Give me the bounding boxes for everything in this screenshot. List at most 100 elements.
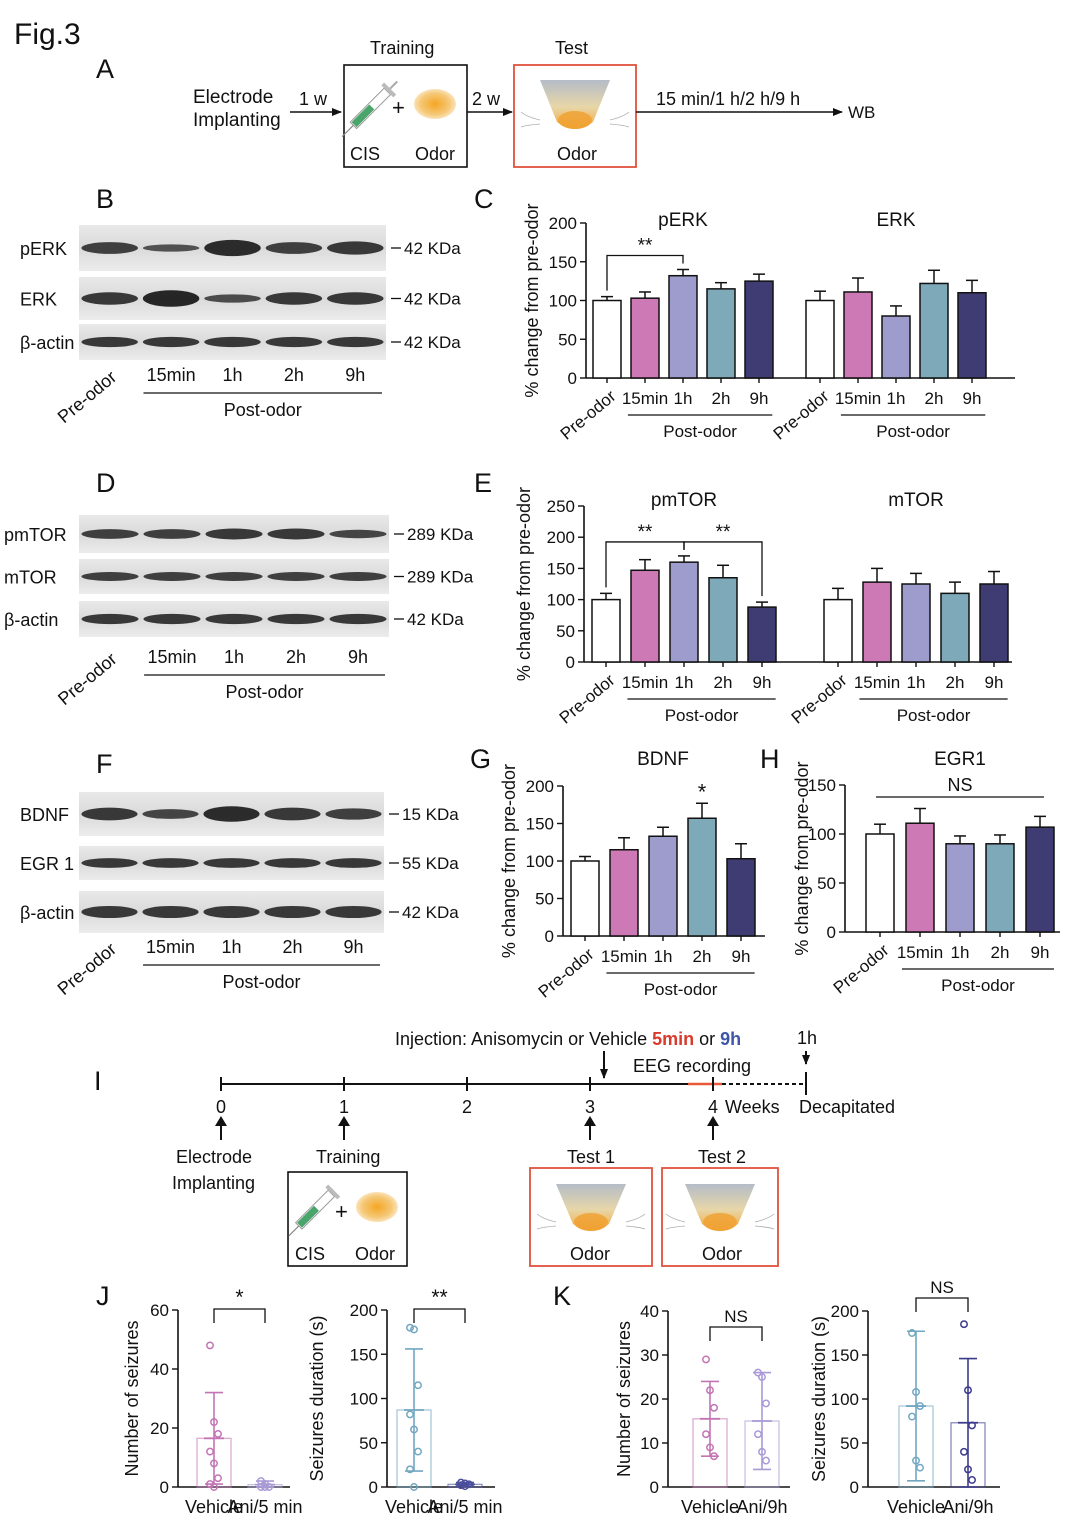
- y-tick-label: 10: [640, 1434, 659, 1453]
- i-test2-label: Test 2: [698, 1147, 746, 1167]
- significance-star: *: [698, 779, 707, 804]
- data-point: [410, 1425, 418, 1434]
- x-tick-label-pre: Pre-odor: [770, 386, 833, 443]
- y-tick-label: 50: [840, 1434, 859, 1453]
- x-tick-label: 2h: [714, 673, 733, 692]
- y-axis-label: % change from pre-odor: [514, 487, 534, 681]
- y-axis-label: Seizures duration (s): [809, 1316, 829, 1482]
- blot-band: [265, 292, 323, 305]
- data-point: [210, 1459, 218, 1468]
- y-tick-label: 100: [808, 825, 836, 844]
- bar: [648, 835, 678, 937]
- y-tick-label: 100: [831, 1390, 859, 1409]
- data-point: [210, 1418, 218, 1427]
- blot-row-label: mTOR: [4, 568, 57, 588]
- panel-a: A Electrode Implanting 1 w Training + CI…: [96, 38, 875, 168]
- bar: [669, 561, 699, 663]
- lane-label: 9h: [348, 647, 368, 667]
- bar: [708, 577, 738, 663]
- blot-band: [204, 336, 261, 348]
- data-point: [406, 1410, 414, 1419]
- bar: [630, 569, 660, 663]
- injection-5min: 5min: [652, 1029, 694, 1049]
- blot-band: [205, 613, 263, 625]
- bar: [823, 598, 853, 663]
- significance-bracket: [915, 1297, 969, 1312]
- lane-label: 1h: [222, 365, 242, 385]
- post-odor-label: Post-odor: [665, 706, 739, 725]
- x-tick-label: 2h: [693, 947, 712, 966]
- blot-band: [81, 292, 138, 305]
- panel-letter-H: H: [760, 744, 780, 774]
- lane-label: 1h: [221, 937, 241, 957]
- significance-label: NS: [724, 1307, 748, 1326]
- bar: [940, 592, 970, 663]
- nose-icon: [520, 80, 630, 129]
- cis-label: CIS: [350, 144, 380, 164]
- panel-b-letter: B: [96, 184, 114, 214]
- y-tick-label: 50: [359, 1434, 378, 1453]
- x-tick-label: 15min: [622, 389, 668, 408]
- lane-label-pre: Pre-odor: [54, 939, 121, 999]
- bar: [609, 849, 639, 937]
- x-tick-label: 9h: [963, 389, 982, 408]
- data-point: [206, 1447, 214, 1456]
- blot-band: [81, 572, 139, 581]
- i-electrode-line1: Electrode: [176, 1147, 252, 1167]
- blot-band: [327, 336, 384, 348]
- blot-size-label: 55 KDa: [402, 854, 459, 873]
- data-point: [414, 1381, 422, 1390]
- blot-band: [329, 613, 387, 625]
- i-test2-odor: Odor: [702, 1244, 742, 1264]
- bar: [901, 583, 931, 663]
- figure-label: Fig.3: [14, 18, 81, 51]
- bar: [865, 833, 895, 933]
- bar: [726, 858, 756, 937]
- x-tick-label: 15min: [854, 673, 900, 692]
- x-tick-label: 1h: [674, 389, 693, 408]
- y-tick-label: 200: [549, 214, 577, 233]
- blot-band: [265, 336, 323, 348]
- blot-band: [142, 290, 200, 307]
- significance-label: **: [716, 522, 731, 543]
- chart-J2: 0 50 100 150 200 Seizures duration (s) Vehicle…: [307, 1286, 503, 1517]
- x-tick-label: 2h: [925, 389, 944, 408]
- up-arrow-head: [215, 1116, 227, 1126]
- bar: [945, 843, 975, 933]
- x-category-label: Ani/5 min: [227, 1497, 302, 1517]
- arrow-times-label: 15 min/1 h/2 h/9 h: [656, 89, 800, 109]
- i-test1-odor: Odor: [570, 1244, 610, 1264]
- lane-label: 15min: [147, 647, 196, 667]
- x-category-label: Vehicle: [681, 1497, 739, 1517]
- i-training-label: Training: [316, 1147, 380, 1167]
- y-tick-label: 150: [808, 776, 836, 795]
- y-tick-label: 150: [526, 815, 554, 834]
- data-point: [214, 1474, 222, 1483]
- data-point: [414, 1447, 422, 1456]
- up-arrow-head: [338, 1116, 350, 1126]
- data-point: [964, 1386, 972, 1395]
- odor-label: Odor: [415, 144, 455, 164]
- blot-band: [143, 572, 201, 581]
- blot-row-label: pmTOR: [4, 525, 67, 545]
- significance-label: NS: [930, 1278, 954, 1297]
- blot-band: [205, 528, 263, 540]
- blot-row-label: EGR 1: [20, 854, 74, 874]
- y-tick-label: 0: [369, 1478, 378, 1497]
- bar: [1025, 826, 1055, 933]
- x-tick-label-pre: Pre-odor: [830, 940, 893, 997]
- i-test2-box: [661, 1167, 779, 1267]
- panel-letter-C: C: [474, 184, 494, 214]
- i-electrode-line2: Implanting: [172, 1173, 255, 1193]
- panel-a-letter: A: [96, 54, 114, 84]
- blot-band: [143, 613, 201, 625]
- blot-size-label: 42 KDa: [404, 290, 461, 309]
- post-odor-label: Post-odor: [897, 706, 971, 725]
- blot-band: [204, 239, 261, 257]
- significance-bracket: [683, 541, 763, 597]
- i-nose-icon-1: [536, 1184, 646, 1231]
- i-test1-box: [529, 1167, 653, 1267]
- panel-letter-J: J: [96, 1281, 110, 1311]
